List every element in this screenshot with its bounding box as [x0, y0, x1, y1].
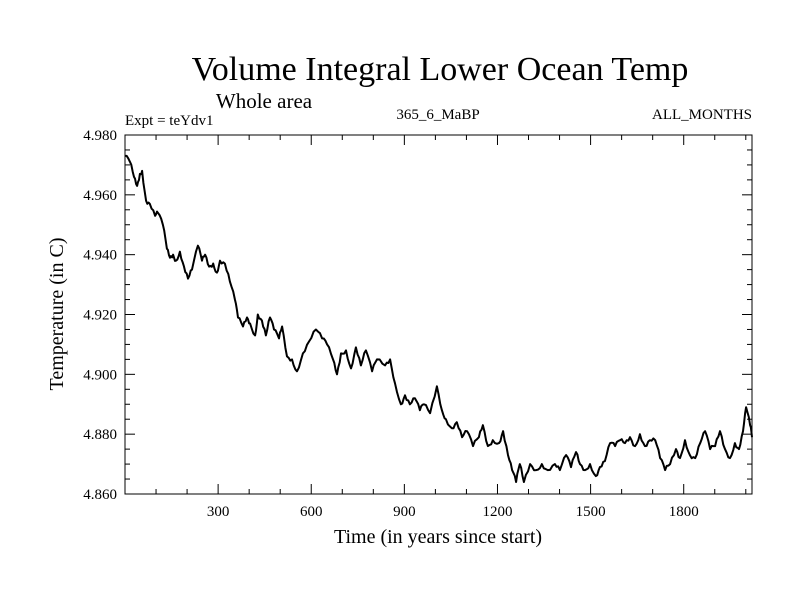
series-line-temperature [125, 154, 753, 483]
x-tick-label: 1800 [669, 504, 699, 520]
annotation-months: ALL_MONTHS [652, 107, 752, 123]
x-tick-label: 900 [393, 504, 416, 520]
x-tick-label: 600 [300, 504, 323, 520]
y-tick-label: 4.960 [83, 188, 117, 204]
x-axis-ticks [155, 135, 747, 494]
y-tick-label: 4.900 [83, 367, 117, 383]
annotation-expt: Expt = teYdv1 [125, 113, 213, 129]
x-tick-labels: 300 600 900 1200 1500 1800 [207, 504, 699, 520]
plot-frame [124, 134, 753, 495]
annotation-period: 365_6_MaBP [396, 107, 479, 123]
y-axis-label: Temperature (in C) [46, 238, 68, 391]
x-axis-label: Time (in years since start) [334, 526, 542, 548]
x-tick-label: 1200 [482, 504, 512, 520]
y-tick-labels: 4.860 4.880 4.900 4.920 4.940 4.960 4.980 [83, 128, 117, 503]
chart-subtitle: Whole area [216, 89, 313, 113]
y-tick-label: 4.940 [83, 248, 117, 264]
y-tick-label: 4.880 [83, 427, 117, 443]
x-tick-label: 1500 [576, 504, 606, 520]
x-tick-label: 300 [207, 504, 230, 520]
y-tick-label: 4.860 [83, 487, 117, 503]
y-tick-label: 4.920 [83, 308, 117, 324]
y-tick-label: 4.980 [83, 128, 117, 144]
chart-title: Volume Integral Lower Ocean Temp [192, 51, 689, 88]
y-axis-ticks [125, 149, 752, 480]
